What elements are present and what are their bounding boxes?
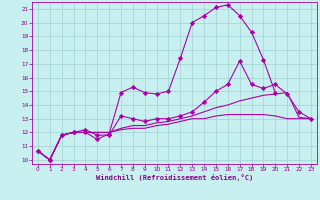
X-axis label: Windchill (Refroidissement éolien,°C): Windchill (Refroidissement éolien,°C) [96, 174, 253, 181]
